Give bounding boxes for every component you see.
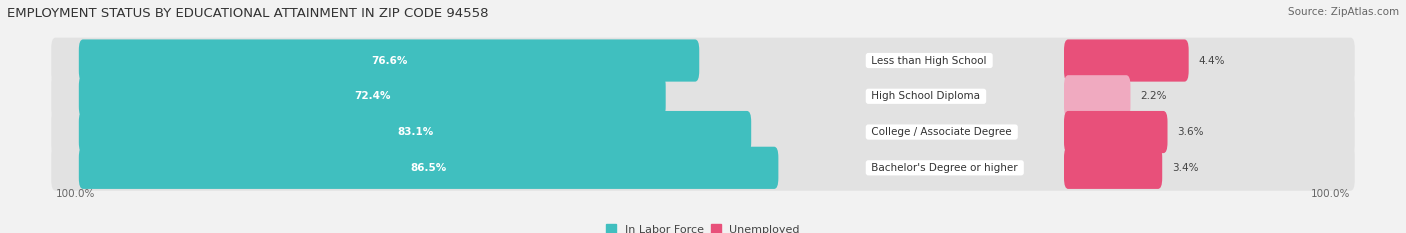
Text: 72.4%: 72.4% bbox=[354, 91, 391, 101]
Text: EMPLOYMENT STATUS BY EDUCATIONAL ATTAINMENT IN ZIP CODE 94558: EMPLOYMENT STATUS BY EDUCATIONAL ATTAINM… bbox=[7, 7, 488, 20]
FancyBboxPatch shape bbox=[1064, 39, 1188, 82]
FancyBboxPatch shape bbox=[51, 38, 1355, 83]
FancyBboxPatch shape bbox=[79, 147, 779, 189]
FancyBboxPatch shape bbox=[51, 109, 1355, 155]
Text: High School Diploma: High School Diploma bbox=[869, 91, 984, 101]
Legend: In Labor Force, Unemployed: In Labor Force, Unemployed bbox=[602, 220, 804, 233]
Text: 76.6%: 76.6% bbox=[371, 55, 408, 65]
FancyBboxPatch shape bbox=[79, 39, 699, 82]
Text: 3.6%: 3.6% bbox=[1177, 127, 1204, 137]
FancyBboxPatch shape bbox=[1064, 111, 1167, 153]
FancyBboxPatch shape bbox=[51, 145, 1355, 191]
Text: 2.2%: 2.2% bbox=[1140, 91, 1167, 101]
FancyBboxPatch shape bbox=[79, 75, 665, 117]
Text: College / Associate Degree: College / Associate Degree bbox=[869, 127, 1015, 137]
Text: 3.4%: 3.4% bbox=[1171, 163, 1198, 173]
Text: Less than High School: Less than High School bbox=[869, 55, 990, 65]
FancyBboxPatch shape bbox=[1064, 75, 1130, 117]
FancyBboxPatch shape bbox=[79, 111, 751, 153]
Text: 100.0%: 100.0% bbox=[55, 188, 94, 199]
FancyBboxPatch shape bbox=[51, 73, 1355, 119]
Text: Bachelor's Degree or higher: Bachelor's Degree or higher bbox=[869, 163, 1021, 173]
Text: 4.4%: 4.4% bbox=[1198, 55, 1225, 65]
FancyBboxPatch shape bbox=[1064, 147, 1163, 189]
Text: 86.5%: 86.5% bbox=[411, 163, 447, 173]
Text: 100.0%: 100.0% bbox=[1312, 188, 1351, 199]
Text: 83.1%: 83.1% bbox=[396, 127, 433, 137]
Text: Source: ZipAtlas.com: Source: ZipAtlas.com bbox=[1288, 7, 1399, 17]
